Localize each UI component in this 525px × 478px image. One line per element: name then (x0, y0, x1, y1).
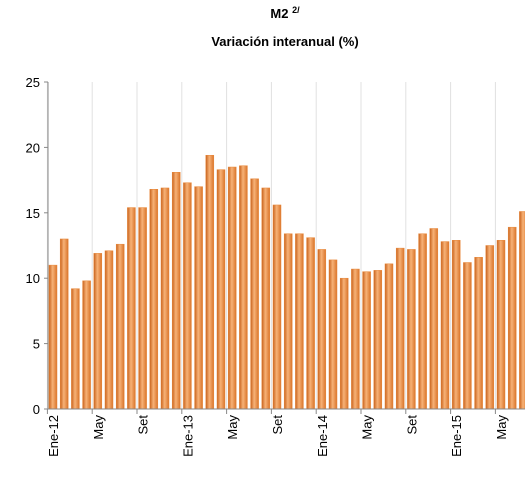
bar (373, 270, 383, 410)
bar (295, 233, 304, 410)
bar (351, 268, 360, 410)
chart-title: M2 2/ (270, 5, 300, 21)
bar (183, 182, 192, 410)
bar (71, 288, 80, 410)
title-main: M2 (270, 6, 288, 21)
bar (138, 207, 147, 410)
y-tick-label: 10 (26, 271, 40, 286)
x-tick-label: Ene-13 (180, 415, 195, 457)
bar (149, 189, 159, 410)
bar (283, 233, 293, 410)
y-tick-label: 15 (26, 206, 40, 221)
x-tick-label: May (494, 415, 509, 440)
bar (48, 264, 58, 410)
bar (429, 228, 439, 410)
bar (261, 187, 271, 410)
bar (384, 263, 394, 410)
x-tick-label: Set (136, 415, 151, 435)
x-tick-label: May (360, 415, 375, 440)
x-tick-label: Set (270, 415, 285, 435)
y-tick-label: 0 (33, 402, 40, 417)
bar (451, 240, 461, 410)
bar (127, 207, 136, 410)
bar (362, 271, 371, 410)
bar (59, 238, 69, 410)
bar (339, 277, 349, 410)
y-tick-label: 20 (26, 140, 40, 155)
y-tick-label: 25 (26, 75, 40, 90)
bar (328, 259, 338, 410)
bar (440, 241, 450, 410)
x-tick-label: May (225, 415, 240, 440)
bar (496, 240, 506, 410)
bar (82, 280, 91, 410)
bar (93, 253, 103, 410)
x-tick-label: Ene-12 (46, 415, 61, 457)
bar (194, 186, 203, 410)
bar (317, 249, 327, 410)
bar (216, 169, 226, 410)
bar (115, 243, 125, 410)
bar (272, 204, 282, 410)
x-tick-label: May (91, 415, 106, 440)
bar (205, 154, 215, 410)
bar (160, 187, 170, 410)
bar (227, 166, 237, 410)
x-tick-label: Ene-14 (315, 415, 330, 457)
bar (239, 165, 248, 410)
bar (474, 257, 483, 410)
bar (507, 226, 517, 410)
bar (250, 178, 259, 410)
bar (306, 237, 315, 410)
x-tick-label: Ene-15 (449, 415, 464, 457)
bar (407, 249, 416, 410)
x-tick-label: Set (404, 415, 419, 435)
bar (463, 262, 472, 410)
bar (171, 172, 181, 410)
y-tick-label: 5 (33, 337, 40, 352)
bar (485, 245, 495, 410)
chart-subtitle: Variación interanual (%) (211, 34, 358, 49)
bar (104, 250, 114, 410)
bar (395, 247, 405, 410)
bar (519, 211, 525, 410)
bar (418, 233, 427, 410)
title-note: 2/ (292, 5, 300, 15)
